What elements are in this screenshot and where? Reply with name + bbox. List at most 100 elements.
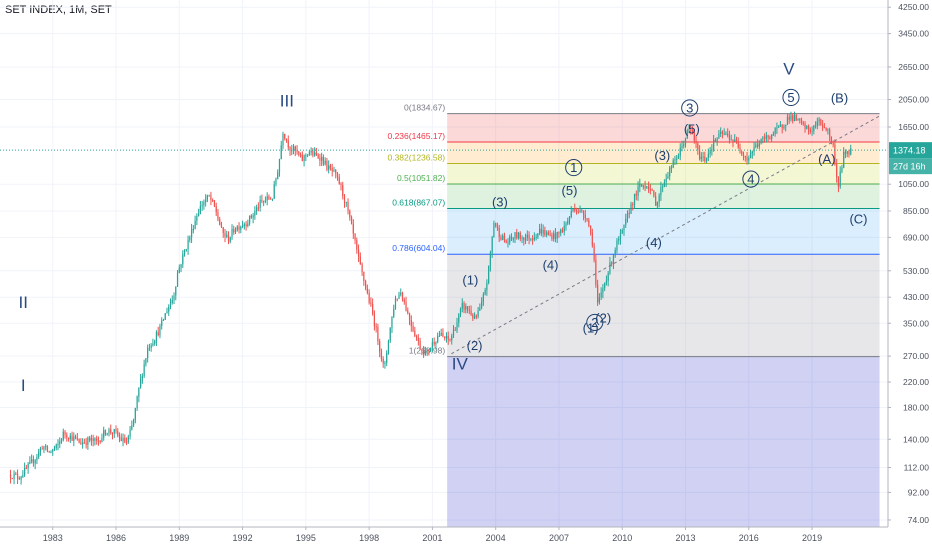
y-tick-label-8: 530.00 <box>903 266 929 276</box>
candle-body-263 <box>472 314 474 319</box>
candle-body-143 <box>261 200 263 202</box>
candle-body-390 <box>695 140 697 144</box>
candle-body-136 <box>248 215 251 224</box>
candle-body-3 <box>15 473 17 475</box>
candle-body-118 <box>217 212 219 220</box>
candle-body-243 <box>437 336 439 343</box>
fibonacci-retracement[interactable]: 0(1834.67) 0.236(1465.17) 0.382(1236.58) 0.… <box>387 103 880 527</box>
candle-body-265 <box>475 315 477 317</box>
candle-body-398 <box>709 150 711 154</box>
candle-body-280 <box>502 235 504 240</box>
countdown-tag <box>889 158 932 175</box>
candle-body-67 <box>127 436 129 443</box>
dashed-trendline[interactable] <box>451 115 880 355</box>
candle-body-248 <box>445 336 448 339</box>
candle-body-383 <box>683 144 685 146</box>
x-tick-label-1989: 1989 <box>169 533 189 543</box>
candle-body-258 <box>463 303 465 310</box>
candle-body-302 <box>540 228 542 234</box>
candle-body-379 <box>676 158 678 160</box>
candle-body-376 <box>670 167 673 169</box>
candle-body-386 <box>688 129 690 131</box>
time-axis-background <box>0 527 932 550</box>
candle-body-113 <box>208 195 210 197</box>
candle-body-291 <box>521 237 523 239</box>
candle-body-316 <box>565 223 567 226</box>
candle-body-241 <box>433 342 435 345</box>
candle-body-344 <box>614 250 616 256</box>
candle-body-48 <box>94 438 96 441</box>
candle-body-401 <box>714 139 717 143</box>
candle-body-120 <box>220 225 223 228</box>
candle-body-325 <box>581 210 583 212</box>
candle-body-253 <box>454 329 456 331</box>
candle-body-330 <box>589 225 592 233</box>
candle-body-465 <box>827 129 829 131</box>
candle-body-158 <box>287 140 289 148</box>
wave-label-circle-13 <box>586 313 604 331</box>
candle-body-152 <box>277 172 279 179</box>
candle-body-421 <box>749 153 752 159</box>
candle-body-349 <box>623 224 625 231</box>
candle-body-437 <box>778 126 780 128</box>
candle-body-249 <box>447 336 449 340</box>
candle-body-141 <box>257 207 259 209</box>
candle-body-290 <box>519 232 521 239</box>
candle-body-54 <box>104 430 107 435</box>
candle-body-270 <box>484 290 486 295</box>
candle-body-223 <box>401 292 404 300</box>
candle-body-99 <box>183 250 186 255</box>
candle-body-77 <box>145 358 147 365</box>
candle-body-2 <box>13 473 15 479</box>
trendline-drawing[interactable] <box>451 115 880 355</box>
candle-body-215 <box>387 340 390 354</box>
candle-body-186 <box>336 173 339 177</box>
candle-body-369 <box>658 195 660 203</box>
candle-body-220 <box>396 298 398 300</box>
candle-body-370 <box>660 187 662 196</box>
candle-body-27 <box>57 444 59 446</box>
candle-body-166 <box>301 154 303 162</box>
candle-body-423 <box>753 146 755 152</box>
wave-label-7: (3) <box>492 195 508 210</box>
candle-body-469 <box>834 144 836 165</box>
candle-body-148 <box>270 198 272 200</box>
candle-body-457 <box>813 125 815 131</box>
candle-body-176 <box>319 157 321 161</box>
candle-body-359 <box>640 183 643 187</box>
candle-body-187 <box>338 176 340 184</box>
candle-body-109 <box>201 205 203 207</box>
candle-body-232 <box>417 338 419 342</box>
y-tick-label-5: 1050.00 <box>898 179 929 189</box>
candle-body-180 <box>326 160 328 170</box>
current-price-tag[interactable] <box>889 142 932 159</box>
candle-body-114 <box>210 195 212 201</box>
candle-body-160 <box>291 150 293 152</box>
candle-body-436 <box>776 127 778 129</box>
wave-label-16: 3 <box>686 101 693 116</box>
candle-body-49 <box>96 438 98 441</box>
candle-body-411 <box>732 139 734 142</box>
wave-label-18: 4 <box>747 172 754 187</box>
candle-body-85 <box>159 325 161 336</box>
candle-body-194 <box>350 217 353 224</box>
candle-body-416 <box>741 151 743 155</box>
candle-body-104 <box>192 229 194 231</box>
candle-body-341 <box>609 262 611 274</box>
candle-body-340 <box>607 273 609 281</box>
candle-body-324 <box>579 210 581 212</box>
candle-body-108 <box>199 206 201 214</box>
candle-body-24 <box>52 449 54 452</box>
candle-body-98 <box>182 254 184 265</box>
candle-body-353 <box>630 204 632 214</box>
candle-body-278 <box>498 227 500 238</box>
candle-body-287 <box>514 232 516 239</box>
candle-body-107 <box>198 213 200 217</box>
candle-body-94 <box>175 286 177 296</box>
candle-body-289 <box>517 232 520 239</box>
candle-body-434 <box>772 133 775 135</box>
candle-body-170 <box>308 152 310 155</box>
candle-body-82 <box>154 341 156 344</box>
